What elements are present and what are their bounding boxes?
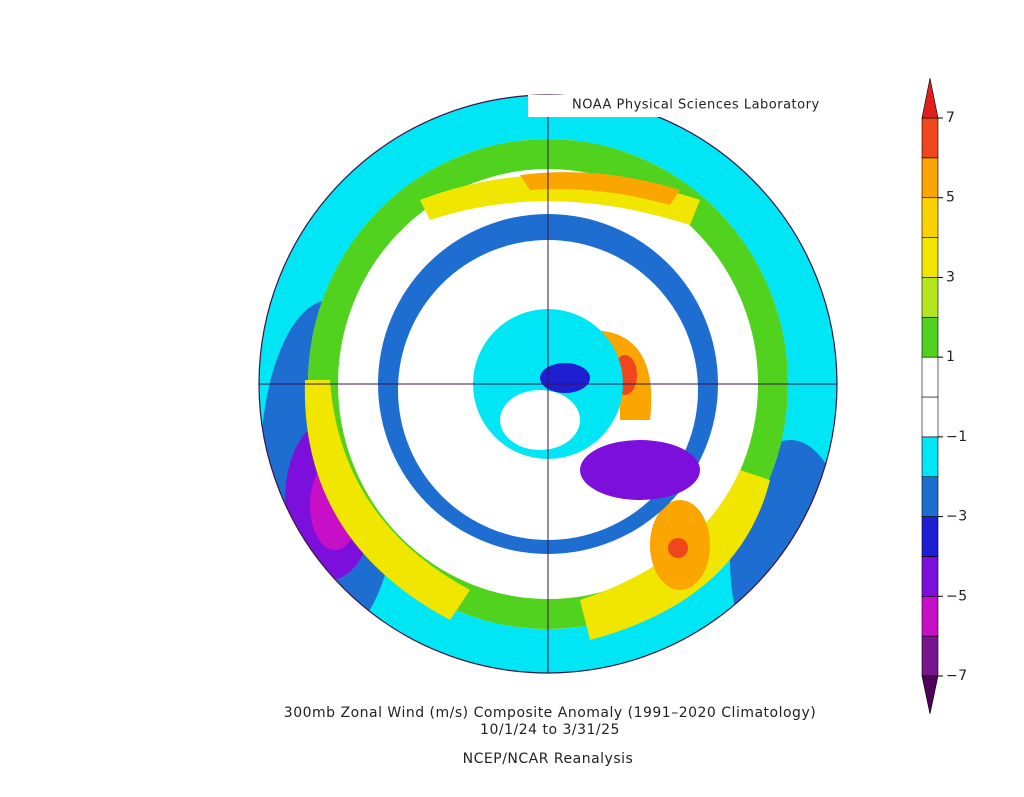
caption: 300mb Zonal Wind (m/s) Composite Anomaly… [284,705,816,721]
colorbar-bin [921,516,939,557]
colorbar-bin [921,476,939,517]
colorbar-bin [921,316,939,358]
colorbar-tick-label: −1 [946,429,968,445]
colorbar: 7 5 3 1 −1 −3 −5 −7 [921,77,968,715]
colorbar-tick-label: −7 [946,668,968,684]
colorbar-under [921,675,939,715]
colorbar-bin [921,436,939,478]
colorbar-bin [921,117,939,159]
colorbar-bin [921,277,939,318]
caption: NCEP/NCAR Reanalysis [463,751,634,767]
colorbar-tick-label: 3 [946,269,955,285]
colorbar-bin [921,595,939,637]
colorbar-tick-label: 7 [946,110,955,126]
colorbar-tick-label: −3 [946,509,968,525]
colorbar-bin [921,635,939,677]
colorbar-bin [921,197,939,238]
colorbar-bin [921,356,939,398]
colorbar-bin [921,396,939,438]
caption: 10/1/24 to 3/31/25 [480,722,620,738]
header-box [528,95,832,117]
colorbar-over [921,77,939,119]
colorbar-tick-label: 1 [946,349,955,365]
header-title: NOAA Physical Sciences Laboratory [572,98,820,113]
colorbar-bin [921,157,939,199]
colorbar-bin [921,556,939,597]
colorbar-tick-label: −5 [946,588,968,604]
colorbar-tick-label: 5 [946,190,955,206]
colorbar-bin [921,237,939,278]
